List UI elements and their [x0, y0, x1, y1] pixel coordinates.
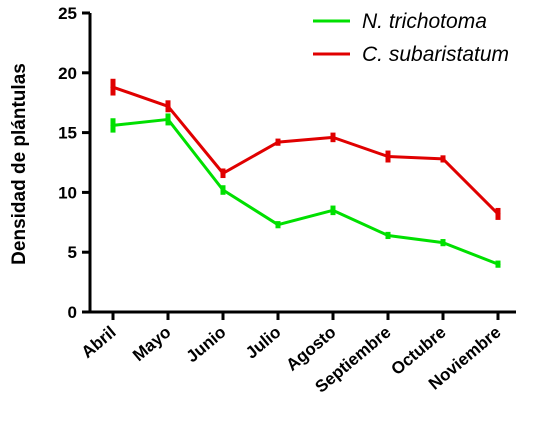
series-layer: [110, 78, 501, 268]
data-point: [275, 139, 281, 145]
y-tick-label: 15: [58, 124, 77, 143]
data-point: [275, 222, 281, 228]
data-point: [385, 232, 391, 239]
series-1: [110, 113, 501, 268]
data-point: [220, 187, 226, 193]
y-tick-label: 20: [58, 64, 77, 83]
x-tick-label: Abril: [78, 323, 120, 362]
y-tick-label: 0: [68, 303, 77, 322]
data-point: [495, 261, 501, 267]
series-line: [111, 117, 500, 266]
x-tick-label: Junio: [183, 323, 230, 367]
data-point: [495, 211, 501, 217]
y-axis-title: Densidad de plántulas: [9, 63, 30, 265]
data-point: [440, 240, 446, 246]
data-point: [110, 122, 116, 129]
data-point: [385, 153, 391, 160]
data-point: [110, 84, 116, 90]
data-point: [165, 116, 171, 123]
data-point: [330, 134, 336, 140]
legend-label: C. subaristatum: [362, 43, 509, 66]
series-line: [111, 85, 500, 216]
x-tick-label: Julio: [242, 323, 285, 363]
axes: [88, 13, 516, 314]
series-2: [110, 78, 501, 220]
y-tick-label: 25: [58, 4, 77, 23]
legend: N. trichotoma C. subaristatum: [313, 10, 509, 66]
x-tick-label: Mayo: [129, 323, 175, 365]
legend-label: N. trichotoma: [362, 10, 487, 33]
x-axis-ticks: Abril Mayo Junio JulioAgostoSeptiembreOctub…: [78, 312, 505, 397]
data-point: [220, 170, 226, 176]
data-point: [330, 207, 336, 213]
y-axis-ticks: 0 5 10 15 20 25: [58, 4, 90, 322]
data-point: [165, 103, 171, 109]
data-point: [440, 156, 446, 162]
y-tick-label: 10: [58, 183, 77, 202]
y-tick-label: 5: [68, 243, 77, 262]
